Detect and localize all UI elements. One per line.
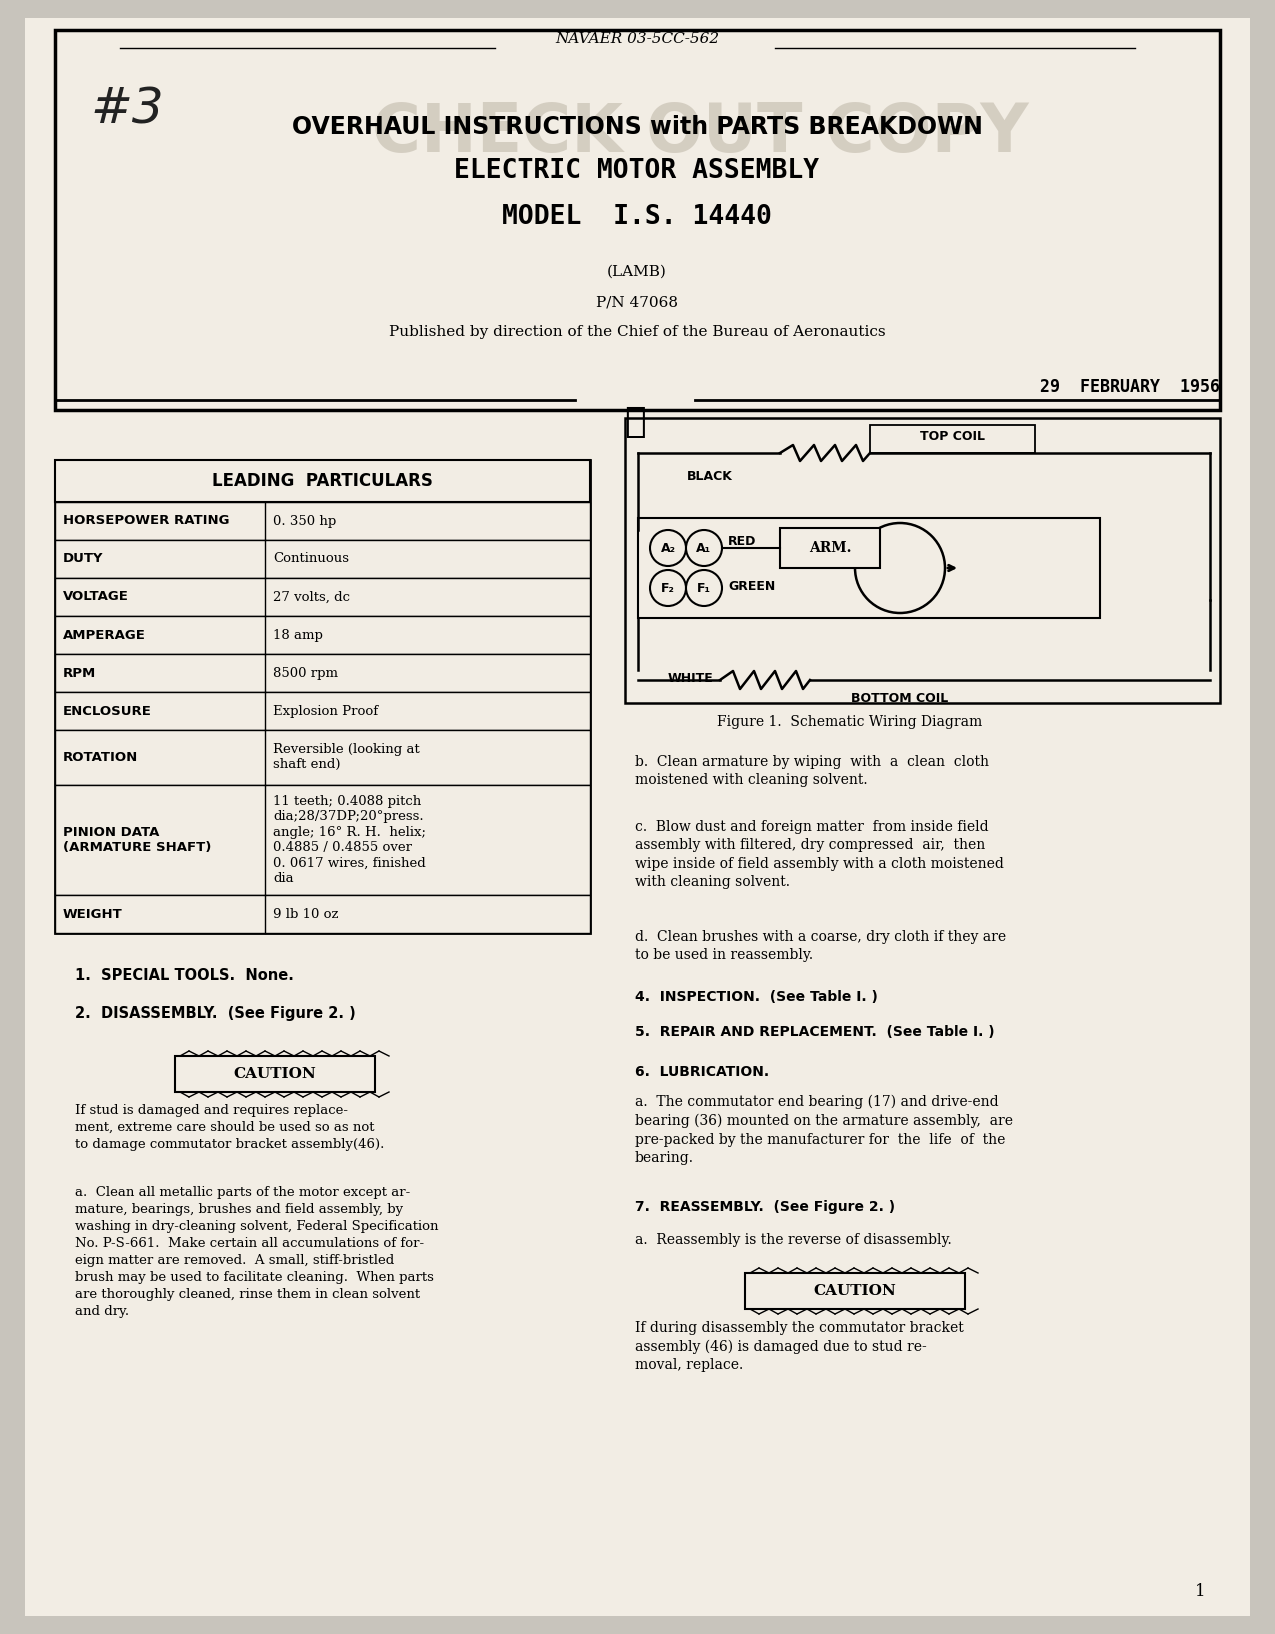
Text: ★: ★ bbox=[625, 405, 646, 440]
Bar bbox=[55, 502, 590, 539]
Circle shape bbox=[650, 529, 686, 565]
Text: (LAMB): (LAMB) bbox=[607, 265, 667, 279]
Text: If during disassembly the commutator bracket
assembly (46) is damaged due to stu: If during disassembly the commutator bra… bbox=[635, 1320, 964, 1373]
Text: CHECK OUT COPY: CHECK OUT COPY bbox=[372, 100, 1029, 167]
Text: 2.  DISASSEMBLY.  (See Figure 2. ): 2. DISASSEMBLY. (See Figure 2. ) bbox=[75, 1007, 356, 1021]
Text: 29  FEBRUARY  1956: 29 FEBRUARY 1956 bbox=[1040, 377, 1220, 395]
Text: A₂: A₂ bbox=[660, 541, 676, 554]
Text: Continuous: Continuous bbox=[273, 552, 349, 565]
Text: WEIGHT: WEIGHT bbox=[62, 907, 122, 920]
Text: RED: RED bbox=[728, 534, 756, 547]
Circle shape bbox=[856, 523, 945, 613]
Bar bbox=[55, 461, 590, 502]
Text: a.  Clean all metallic parts of the motor except ar-
mature, bearings, brushes a: a. Clean all metallic parts of the motor… bbox=[75, 1186, 439, 1319]
Text: a.  Reassembly is the reverse of disassembly.: a. Reassembly is the reverse of disassem… bbox=[635, 1234, 951, 1247]
Text: MODEL  I.S. 14440: MODEL I.S. 14440 bbox=[502, 204, 771, 230]
Text: ELECTRIC MOTOR ASSEMBLY: ELECTRIC MOTOR ASSEMBLY bbox=[454, 158, 820, 185]
Circle shape bbox=[686, 570, 722, 606]
Text: Explosion Proof: Explosion Proof bbox=[273, 704, 379, 717]
Circle shape bbox=[686, 529, 722, 565]
Text: F₂: F₂ bbox=[660, 582, 674, 595]
Text: 11 teeth; 0.4088 pitch
dia;28/37DP;20°press.
angle; 16° R. H.  helix;
0.4885 / 0: 11 teeth; 0.4088 pitch dia;28/37DP;20°pr… bbox=[273, 794, 426, 886]
Text: WHITE: WHITE bbox=[668, 672, 714, 685]
Bar bbox=[55, 730, 590, 784]
Text: 8500 rpm: 8500 rpm bbox=[273, 667, 338, 680]
Bar bbox=[745, 1273, 965, 1309]
Text: #3: #3 bbox=[91, 85, 163, 132]
Text: 5.  REPAIR AND REPLACEMENT.  (See Table I. ): 5. REPAIR AND REPLACEMENT. (See Table I.… bbox=[635, 1025, 994, 1039]
Text: CAUTION: CAUTION bbox=[813, 1284, 896, 1297]
Text: VOLTAGE: VOLTAGE bbox=[62, 590, 129, 603]
Text: 18 amp: 18 amp bbox=[273, 629, 323, 642]
Text: ENCLOSURE: ENCLOSURE bbox=[62, 704, 152, 717]
Bar bbox=[870, 425, 1035, 453]
Text: ARM.: ARM. bbox=[808, 541, 852, 556]
Text: ROTATION: ROTATION bbox=[62, 750, 138, 763]
Text: OVERHAUL INSTRUCTIONS with PARTS BREAKDOWN: OVERHAUL INSTRUCTIONS with PARTS BREAKDO… bbox=[292, 114, 983, 139]
Bar bbox=[175, 1056, 375, 1092]
Text: If stud is damaged and requires replace-
ment, extreme care should be used so as: If stud is damaged and requires replace-… bbox=[75, 1105, 384, 1150]
Text: 7.  REASSEMBLY.  (See Figure 2. ): 7. REASSEMBLY. (See Figure 2. ) bbox=[635, 1199, 895, 1214]
Text: b.  Clean armature by wiping  with  a  clean  cloth
moistened with cleaning solv: b. Clean armature by wiping with a clean… bbox=[635, 755, 989, 788]
Text: P/N 47068: P/N 47068 bbox=[595, 296, 678, 309]
Text: PINION DATA
(ARMATURE SHAFT): PINION DATA (ARMATURE SHAFT) bbox=[62, 825, 212, 855]
Text: BLACK: BLACK bbox=[687, 471, 733, 484]
Bar bbox=[55, 29, 1220, 410]
Text: HORSEPOWER RATING: HORSEPOWER RATING bbox=[62, 515, 230, 528]
Bar bbox=[55, 578, 590, 616]
Text: 4.  INSPECTION.  (See Table I. ): 4. INSPECTION. (See Table I. ) bbox=[635, 990, 878, 1003]
Text: 1.  SPECIAL TOOLS.  None.: 1. SPECIAL TOOLS. None. bbox=[75, 967, 293, 984]
Text: BOTTOM COIL: BOTTOM COIL bbox=[852, 693, 949, 704]
Text: F₁: F₁ bbox=[697, 582, 711, 595]
Text: NAVAER 03-5CC-562: NAVAER 03-5CC-562 bbox=[555, 33, 719, 46]
Text: 9 lb 10 oz: 9 lb 10 oz bbox=[273, 907, 338, 920]
Text: c.  Blow dust and foreign matter  from inside field
assembly with filtered, dry : c. Blow dust and foreign matter from ins… bbox=[635, 820, 1003, 889]
Text: Figure 1.  Schematic Wiring Diagram: Figure 1. Schematic Wiring Diagram bbox=[718, 716, 983, 729]
Text: CAUTION: CAUTION bbox=[233, 1067, 316, 1082]
Text: A₁: A₁ bbox=[696, 541, 711, 554]
Text: 27 volts, dc: 27 volts, dc bbox=[273, 590, 351, 603]
Text: LEADING  PARTICULARS: LEADING PARTICULARS bbox=[212, 472, 432, 490]
Text: AMPERAGE: AMPERAGE bbox=[62, 629, 145, 642]
Text: 6.  LUBRICATION.: 6. LUBRICATION. bbox=[635, 1065, 769, 1078]
Bar bbox=[55, 539, 590, 578]
Text: d.  Clean brushes with a coarse, dry cloth if they are
to be used in reassembly.: d. Clean brushes with a coarse, dry clot… bbox=[635, 930, 1006, 962]
Text: 0. 350 hp: 0. 350 hp bbox=[273, 515, 337, 528]
Bar bbox=[638, 518, 1100, 618]
Text: GREEN: GREEN bbox=[728, 580, 775, 593]
Text: TOP COIL: TOP COIL bbox=[919, 430, 984, 443]
Bar bbox=[55, 895, 590, 933]
Text: Reversible (looking at
shaft end): Reversible (looking at shaft end) bbox=[273, 743, 419, 771]
Text: 1: 1 bbox=[1195, 1583, 1205, 1600]
Text: a.  The commutator end bearing (17) and drive-end
bearing (36) mounted on the ar: a. The commutator end bearing (17) and d… bbox=[635, 1095, 1014, 1165]
Text: DUTY: DUTY bbox=[62, 552, 103, 565]
Text: Published by direction of the Chief of the Bureau of Aeronautics: Published by direction of the Chief of t… bbox=[389, 325, 885, 338]
Bar bbox=[780, 528, 880, 569]
Text: RPM: RPM bbox=[62, 667, 96, 680]
Bar bbox=[55, 784, 590, 895]
Bar bbox=[55, 654, 590, 693]
Circle shape bbox=[650, 570, 686, 606]
Bar bbox=[55, 693, 590, 730]
Bar bbox=[55, 461, 590, 933]
Bar bbox=[625, 418, 1220, 703]
Bar bbox=[55, 616, 590, 654]
